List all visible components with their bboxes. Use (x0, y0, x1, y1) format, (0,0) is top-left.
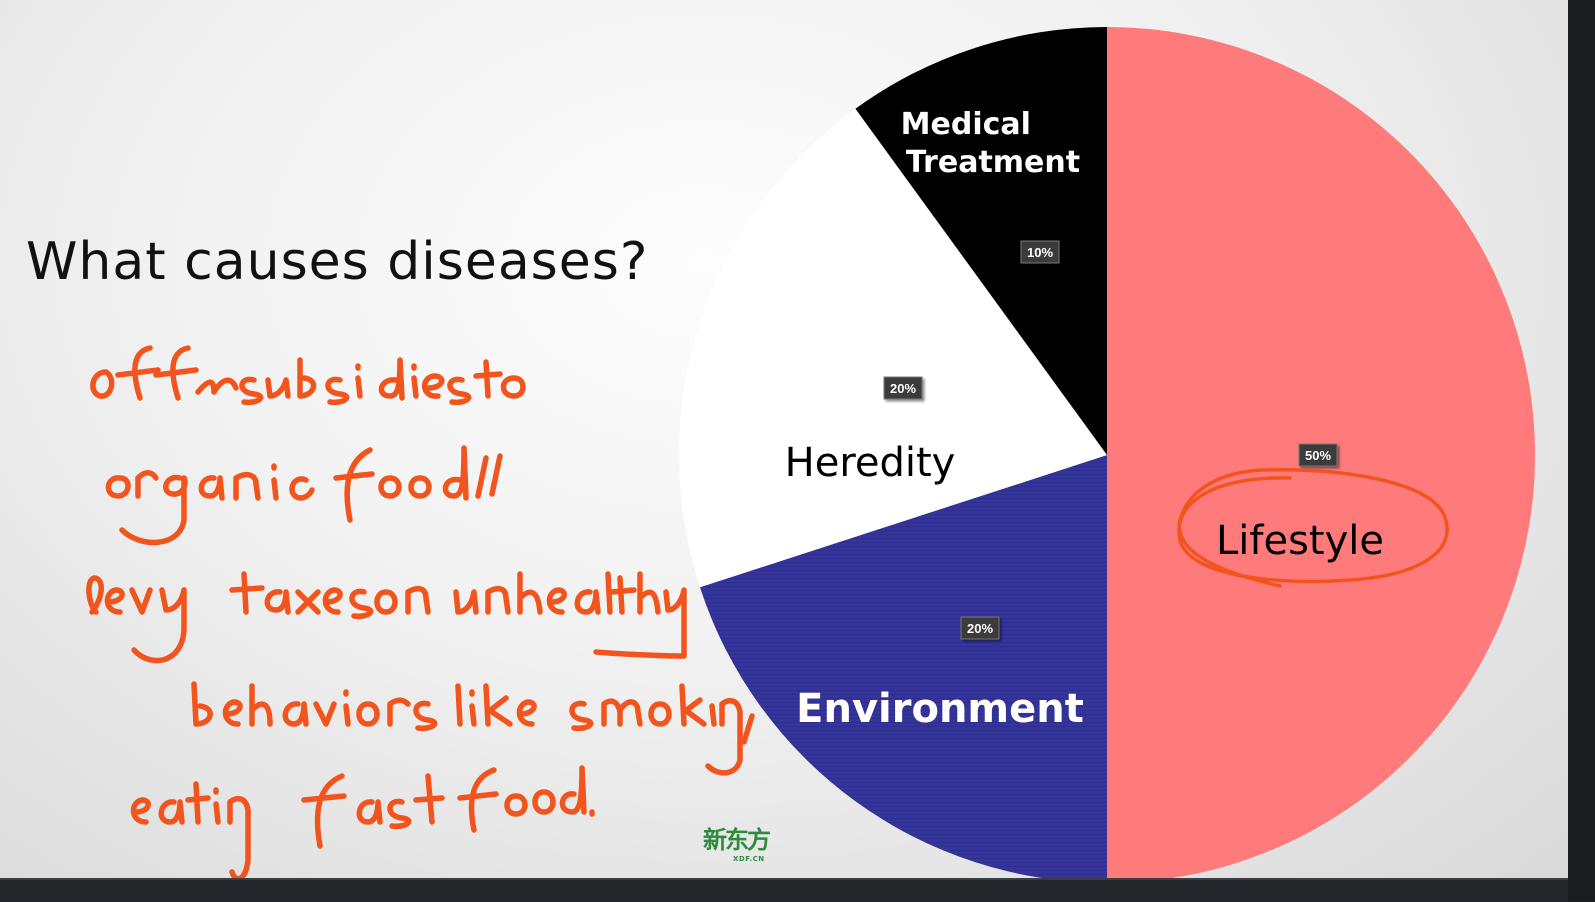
pie-value-tag-environment: 20% (960, 616, 1000, 640)
pie-slice-medical-treatment (855, 27, 1107, 455)
pie-value-label: 20% (967, 621, 993, 636)
xdf-logo: 新东方 (703, 826, 771, 854)
pie-label-medical-treatment: Medical Treatment (901, 107, 1080, 180)
xdf-logo-subtext: XDF.CN (733, 855, 765, 863)
pie-value-label: 50% (1305, 448, 1331, 463)
pie-label-heredity: Heredity (785, 440, 956, 486)
pie-value-tag-box (1298, 443, 1338, 467)
slide-question: What causes diseases? (26, 232, 649, 292)
pie-value-tag-box (1020, 240, 1060, 264)
xdf-logo-text: 新东方 (703, 826, 771, 854)
handwritten-strokes (86, 345, 755, 878)
pie-value-tag-medical-treatment: 10% (1020, 240, 1060, 264)
pie-label-lifestyle: Lifestyle (1216, 518, 1384, 564)
pie-value-label: 20% (890, 381, 916, 396)
pie-slice-heredity (679, 108, 1107, 588)
pie-value-tag-heredity: 20% (883, 376, 923, 400)
pie-value-label: 10% (1027, 245, 1053, 260)
pie-value-labels: 50% 20% 20% 10% (883, 240, 1338, 640)
pie-chart: Lifestyle Environment Heredity Medical Trea… (86, 27, 1535, 878)
pie-value-tag-box (960, 616, 1000, 640)
window-edge-bottom (0, 878, 1568, 902)
pie-label-environment: Environment (796, 686, 1084, 732)
pie-value-tag-lifestyle: 50% (1298, 443, 1338, 467)
pie-value-tag-box (883, 376, 923, 400)
slide: What causes diseases? Lifestyle Environme… (0, 0, 1568, 878)
pie-slice-environment (699, 455, 1107, 878)
lifestyle-circle-annotation (1177, 468, 1449, 588)
window-edge-right (1568, 0, 1595, 900)
pie-category-labels: Lifestyle Environment Heredity Medical Trea… (785, 107, 1384, 732)
